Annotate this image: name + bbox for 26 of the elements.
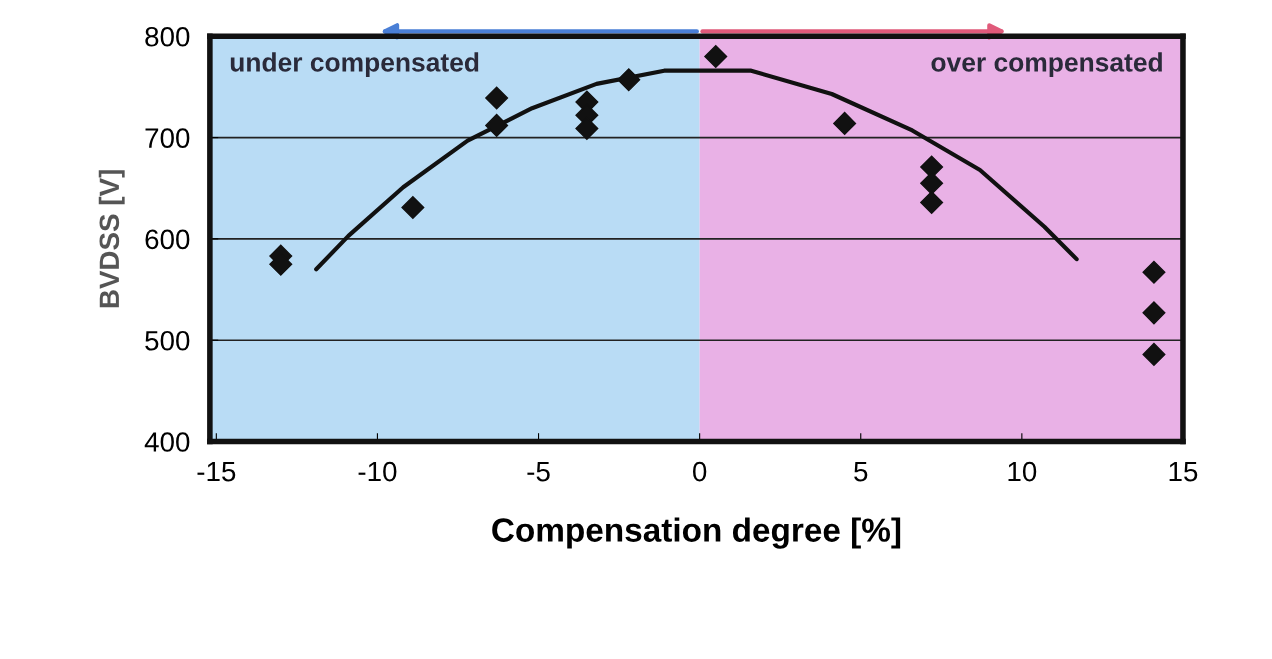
x-tick-label: -5 bbox=[527, 461, 550, 482]
y-tick-label: 500 bbox=[145, 330, 190, 351]
x-axis-title: Compensation degree [%] bbox=[492, 517, 901, 549]
point bbox=[704, 45, 728, 69]
x-tick-label: 5 bbox=[854, 461, 868, 482]
x-tick-label: -10 bbox=[358, 461, 397, 482]
point bbox=[920, 190, 944, 214]
point bbox=[1142, 301, 1166, 325]
point bbox=[1142, 260, 1166, 284]
y-tick-label: 800 bbox=[145, 26, 190, 47]
x-tick-label: 10 bbox=[1008, 461, 1037, 482]
y-axis-title: BVDSS [V] bbox=[98, 170, 125, 308]
x-tick-label: -15 bbox=[197, 461, 236, 482]
x-tick-label: 15 bbox=[1169, 461, 1198, 482]
band-label: over compensated bbox=[931, 52, 1162, 77]
point bbox=[833, 111, 857, 135]
point bbox=[401, 195, 425, 219]
y-tick-label: 600 bbox=[145, 229, 190, 250]
point bbox=[485, 113, 509, 137]
point bbox=[485, 86, 509, 110]
y-tick-label: 400 bbox=[144, 432, 190, 452]
y-tick-label: 700 bbox=[145, 128, 190, 148]
x-tick-label: 0 bbox=[693, 461, 707, 482]
band-label: under compensated bbox=[230, 52, 479, 77]
point bbox=[617, 68, 641, 92]
point bbox=[1142, 342, 1166, 366]
